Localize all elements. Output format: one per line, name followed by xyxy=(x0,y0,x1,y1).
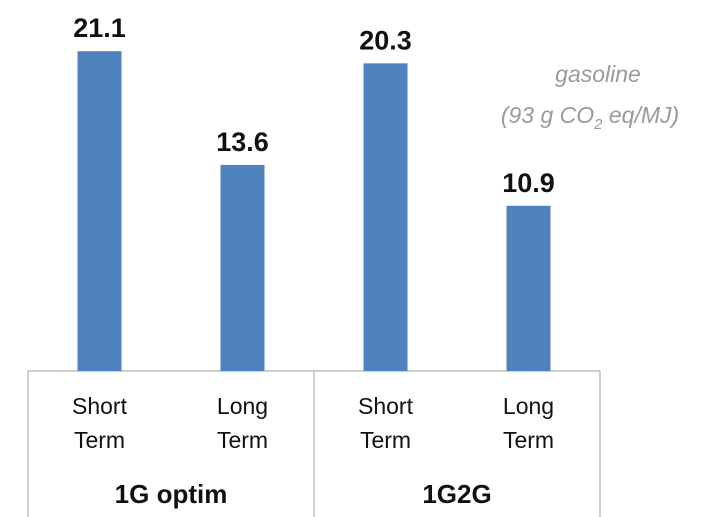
labels: 21.1 Short Term 13.6 Long Term 20.3 Short Term 10… xyxy=(72,13,555,509)
bar xyxy=(220,164,265,371)
category-label: Term xyxy=(217,427,268,453)
axes xyxy=(27,370,601,517)
data-label: 20.3 xyxy=(359,25,412,55)
bar xyxy=(363,63,408,371)
data-label: 13.6 xyxy=(216,127,269,157)
category-label: Long xyxy=(503,393,554,419)
bars xyxy=(77,51,551,372)
annotation-line2: (93 g CO2 eq/MJ) xyxy=(501,102,679,133)
data-label: 10.9 xyxy=(502,168,555,198)
group-label: 1G optim xyxy=(115,479,228,509)
category-label: Short xyxy=(358,393,414,419)
annotation-line1: gasoline xyxy=(555,61,641,87)
group-label: 1G2G xyxy=(422,479,491,509)
annotation-line2-prefix: (93 g CO xyxy=(501,102,594,128)
category-label: Term xyxy=(503,427,554,453)
annotation-line2-suffix: eq/MJ) xyxy=(602,102,679,128)
category-label: Long xyxy=(217,393,268,419)
data-label: 21.1 xyxy=(73,13,126,43)
bar xyxy=(506,205,551,371)
category-label: Short xyxy=(72,393,128,419)
category-label: Term xyxy=(74,427,125,453)
bar xyxy=(77,51,122,372)
category-label: Term xyxy=(360,427,411,453)
annotation-line2-sub: 2 xyxy=(593,116,603,133)
